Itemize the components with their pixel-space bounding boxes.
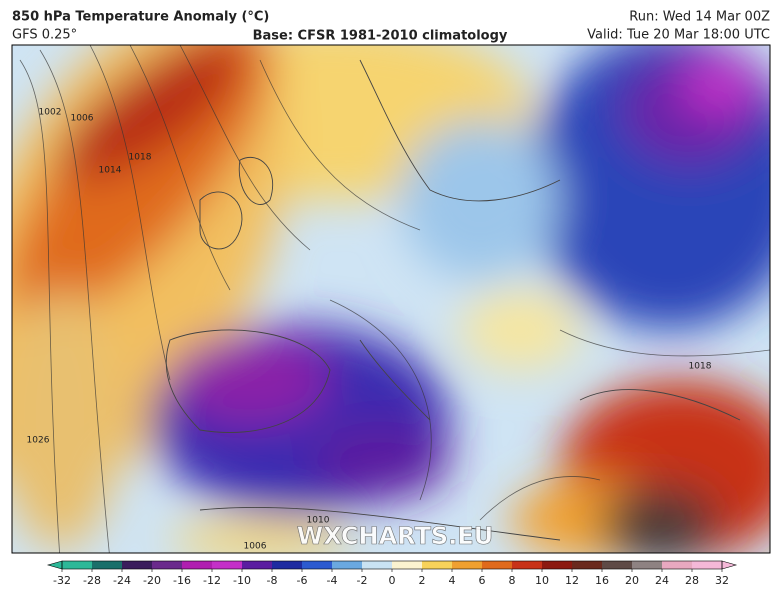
model-label: GFS 0.25°: [12, 28, 77, 43]
colorbar-tick-label: 10: [535, 574, 549, 587]
coastlines: [165, 59, 741, 541]
colorbar-segment: [512, 561, 543, 569]
base-label: Base: CFSR 1981-2010 climatology: [253, 29, 508, 44]
colorbar-tick-label: 0: [389, 574, 396, 587]
isobar-label: 1014: [99, 166, 122, 176]
colorbar-segment: [62, 561, 93, 569]
colorbar-segment: [302, 561, 333, 569]
colorbar-tick-label: -28: [83, 574, 101, 587]
colorbar-segment: [122, 561, 153, 569]
colorbar-tick-label: -4: [327, 574, 338, 587]
isobar-label: 1018: [689, 362, 712, 372]
colorbar-tick-label: -32: [53, 574, 71, 587]
colorbar-segment: [182, 561, 213, 569]
isobar-label: 1018: [129, 153, 152, 163]
colorbar-segment: [482, 561, 513, 569]
colorbar-segment: [212, 561, 243, 569]
colorbar-tick-label: -6: [297, 574, 308, 587]
isobar-label: 1006: [71, 114, 94, 124]
colorbar-arrow-right: [721, 560, 738, 570]
colorbar-segment: [332, 561, 363, 569]
isobar-label: 1010: [307, 516, 330, 526]
colorbar-tick-label: 12: [565, 574, 579, 587]
colorbar-segment: [242, 561, 273, 569]
map-title: 850 hPa Temperature Anomaly (°C): [12, 10, 269, 25]
colorbar-tick-label: 24: [655, 574, 669, 587]
colorbar-segment: [662, 561, 693, 569]
colorbar-tick-label: -12: [203, 574, 221, 587]
map-frame: [11, 44, 771, 554]
colorbar-tick-label: 6: [479, 574, 486, 587]
isobar-label: 1002: [39, 108, 62, 118]
colorbar-tick-label: -2: [357, 574, 368, 587]
colorbar-segment: [422, 561, 453, 569]
colorbar-segment: [92, 561, 123, 569]
colorbar-tick-label: -24: [113, 574, 131, 587]
colorbar-tick-label: -20: [143, 574, 161, 587]
colorbar-segment: [542, 561, 573, 569]
colorbar-tick-label: 4: [449, 574, 456, 587]
colorbar-segment: [272, 561, 303, 569]
colorbar-tick-label: 16: [595, 574, 609, 587]
colorbar-segment: [152, 561, 183, 569]
colorbar-tick-label: 2: [419, 574, 426, 587]
isobar-label: 1026: [27, 436, 50, 446]
colorbar-segment: [452, 561, 483, 569]
colorbar-arrow-left: [46, 560, 63, 570]
colorbar-tick-label: -8: [267, 574, 278, 587]
isobar-label: 1006: [244, 542, 267, 552]
isobar-labels: 1002 1006 1014 1018 1026 1010 1018 1006: [27, 108, 712, 552]
colorbar-tick-label: 32: [715, 574, 729, 587]
colorbar-tick-label: -16: [173, 574, 191, 587]
colorbar-tick-label: 20: [625, 574, 639, 587]
colorbar-tick-label: 28: [685, 574, 699, 587]
colorbar-segment: [602, 561, 633, 569]
colorbar-tick-label: -10: [233, 574, 251, 587]
isobars: [19, 45, 770, 553]
colorbar-segment: [392, 561, 423, 569]
colorbar-segment: [572, 561, 603, 569]
colorbar-segment: [632, 561, 663, 569]
colorbar-segment: [362, 561, 393, 569]
valid-label: Valid: Tue 20 Mar 18:00 UTC: [587, 28, 770, 43]
watermark: WXCHARTS.EU: [297, 522, 493, 550]
colorbar: -32 -28 -24 -20 -16 -12 -10 -8 -6 -4 -2 0 2 4 6 8 10 12 16…: [46, 560, 738, 587]
colorbar-tick-label: 8: [509, 574, 516, 587]
run-label: Run: Wed 14 Mar 00Z: [629, 10, 770, 25]
colorbar-segment: [692, 561, 723, 569]
map-field: WXCHARTS.EU 1002 1006 1014 1018 1026 1010 1018…: [12, 45, 770, 553]
